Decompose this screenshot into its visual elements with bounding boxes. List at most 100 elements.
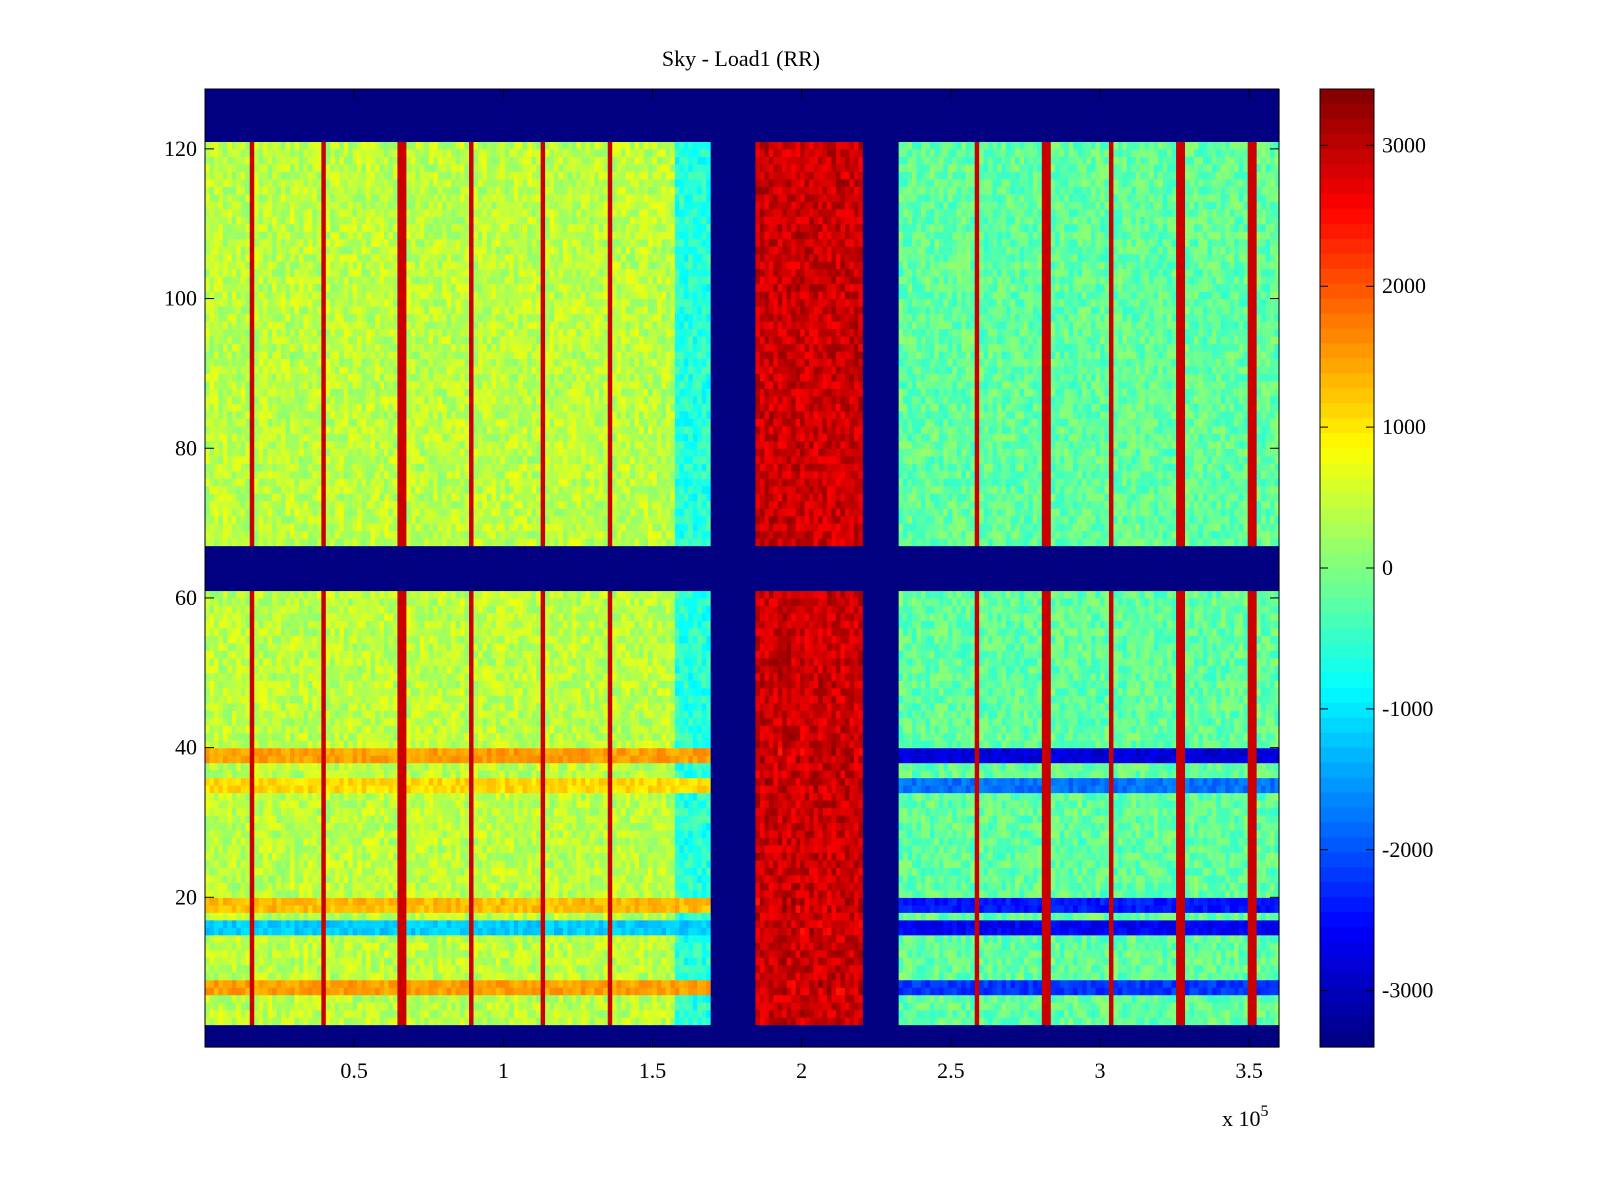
heatmap-cell [307,904,313,913]
heatmap-cell [410,1017,416,1026]
heatmap-cell [1234,927,1240,936]
heatmap-cell [773,1017,779,1026]
heatmap-cell [580,904,586,913]
heatmap-cell [648,994,654,1003]
heatmap-cell [956,897,962,906]
heatmap-cell [974,919,980,928]
heatmap-cell [500,1009,506,1018]
heatmap-cell [1091,1024,1097,1033]
heatmap-cell [451,889,457,898]
heatmap-cell [809,912,815,921]
heatmap-cell [343,949,349,958]
heatmap-cell [719,994,725,1003]
heatmap-cell [961,919,967,928]
heatmap-cell [1108,1017,1115,1026]
heatmap-cell [1019,957,1025,966]
heatmap-cell [1010,942,1016,951]
heatmap-cell [1041,942,1047,951]
heatmap-cell [388,964,394,973]
heatmap-cell [1153,987,1159,996]
heatmap-cell [330,1009,336,1018]
heatmap-cell [862,919,868,928]
heatmap-cell [616,957,622,966]
heatmap-cell [1162,994,1168,1003]
heatmap-cell [880,889,886,898]
heatmap-cell [1032,1009,1038,1018]
heatmap-cell [938,949,944,958]
heatmap-cell [862,1017,868,1026]
heatmap-cell [871,942,877,951]
heatmap-cell [1073,1002,1079,1011]
heatmap-cell [415,1017,421,1026]
heatmap-cell [679,919,685,928]
heatmap-cell [625,994,631,1003]
heatmap-cell [594,934,600,943]
heatmap-cell [1104,964,1110,973]
heatmap-cell [218,964,224,973]
heatmap-cell [1037,1032,1043,1041]
heatmap-cell [1037,912,1043,921]
heatmap-cell [1001,949,1007,958]
heatmap-cell [679,979,685,988]
heatmap-cell [531,964,537,973]
heatmap-cell [205,979,211,988]
heatmap-cell [245,919,251,928]
heatmap-cell [1247,979,1253,988]
heatmap-cell [630,942,636,951]
heatmap-cell [916,897,922,906]
heatmap-cell [688,934,694,943]
heatmap-cell [674,904,680,913]
heatmap-cell [907,897,913,906]
heatmap-cell [312,942,318,951]
heatmap-cell [433,1032,439,1041]
heatmap-cell [254,1009,260,1018]
heatmap-cell [831,1032,837,1041]
heatmap-cell [249,912,255,921]
heatmap-cell [527,979,533,988]
heatmap-cell [513,934,519,943]
heatmap-cell [424,912,430,921]
heatmap-cell [1095,979,1101,988]
heatmap-cell [661,1032,667,1041]
heatmap-cell [956,949,962,958]
heatmap-cell [236,1009,242,1018]
heatmap-cell [997,979,1003,988]
heatmap-cell [290,1002,296,1011]
heatmap-cell [921,1039,927,1048]
heatmap-cell [477,919,484,928]
heatmap-cell [388,1032,394,1041]
heatmap-cell [272,979,278,988]
heatmap-cell [598,1017,604,1026]
heatmap-cell [903,949,909,958]
heatmap-cell [504,987,510,996]
heatmap-cell [558,949,564,958]
heatmap-cell [451,942,457,951]
heatmap-cell [482,1009,488,1018]
heatmap-cell [571,934,578,943]
heatmap-cell [263,1039,269,1048]
heatmap-cell [639,1039,645,1048]
heatmap-cell [988,964,994,973]
heatmap-cell [952,927,958,936]
heatmap-cell [1198,972,1204,981]
heatmap-cell [352,889,358,898]
heatmap-cell [419,1032,425,1041]
heatmap-cell [706,1039,712,1048]
heatmap-cell [889,919,895,928]
heatmap-cell [227,994,233,1003]
heatmap-cell [352,972,358,981]
heatmap-cell [1185,897,1191,906]
heatmap-cell [209,1009,215,1018]
heatmap-cell [563,987,569,996]
heatmap-cell [397,1017,403,1026]
heatmap-cell [840,927,846,936]
heatmap-cell [979,1032,985,1041]
heatmap-cell [504,964,510,973]
heatmap-cell [764,1009,770,1018]
heatmap-cell [1144,1032,1150,1041]
heatmap-cell [876,1009,882,1018]
heatmap-cell [1149,927,1155,936]
heatmap-cell [384,994,390,1003]
heatmap-cell [554,942,560,951]
heatmap-cell [433,897,439,906]
